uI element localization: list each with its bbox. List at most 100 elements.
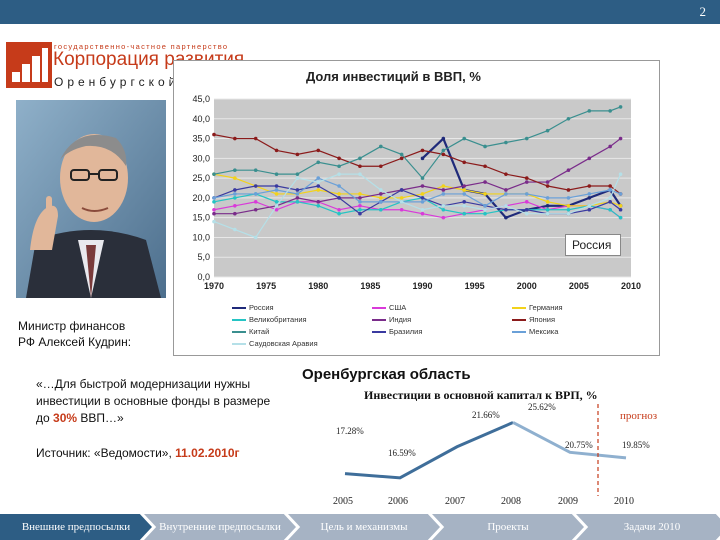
- region-x-label: 2006: [388, 496, 408, 507]
- data-point: [358, 211, 362, 216]
- nav-tab[interactable]: Внутренние предпосылки: [144, 514, 296, 540]
- data-point: [618, 105, 623, 109]
- data-point: [233, 136, 237, 141]
- legend-swatch: [232, 342, 246, 345]
- data-point: [316, 204, 321, 208]
- data-point: [274, 204, 279, 208]
- region-data-label: 25.62%: [528, 402, 556, 412]
- legend-label: Китай: [249, 327, 270, 336]
- data-point: [233, 227, 237, 232]
- data-point: [274, 148, 279, 153]
- data-point: [462, 184, 467, 188]
- data-point: [524, 192, 529, 196]
- data-point: [212, 200, 216, 204]
- legend-item: Германия: [512, 303, 563, 312]
- legend-label: США: [389, 303, 407, 312]
- legend-item: Бразилия: [372, 327, 422, 336]
- data-point: [524, 200, 529, 204]
- data-point: [420, 184, 425, 188]
- data-point: [337, 196, 341, 200]
- legend-label: Россия: [249, 303, 274, 312]
- top-bar: 2: [0, 0, 720, 24]
- data-point: [379, 164, 383, 169]
- data-point: [441, 192, 446, 196]
- legend-label: Индия: [389, 315, 412, 324]
- data-point: [545, 204, 550, 208]
- minister-photo: [16, 100, 166, 298]
- data-point: [566, 211, 571, 216]
- quote-text-2: ВВП…»: [77, 411, 124, 425]
- caption-line-1: Министр финансов: [18, 319, 126, 333]
- data-point: [618, 207, 623, 212]
- data-point: [233, 204, 237, 208]
- data-point: [212, 211, 216, 216]
- x-tick-label: 1970: [204, 281, 224, 291]
- data-point: [420, 211, 425, 216]
- data-point: [618, 192, 623, 196]
- nav-tab[interactable]: Проекты: [432, 514, 584, 540]
- data-point: [337, 207, 341, 212]
- data-point: [233, 188, 237, 192]
- data-point: [316, 180, 321, 184]
- nav-tab[interactable]: Цель и механизмы: [288, 514, 440, 540]
- data-point: [233, 196, 237, 200]
- legend-label: Мексика: [529, 327, 559, 336]
- data-point: [420, 192, 425, 196]
- data-point: [524, 136, 529, 141]
- slide-number: 2: [699, 4, 707, 19]
- gdp-investment-chart: Доля инвестиций в ВВП, % 0,0 5,0 10,0 15,0 2…: [173, 60, 660, 356]
- data-point: [358, 172, 362, 176]
- data-point: [504, 172, 508, 176]
- region-data-label: 20.75%: [565, 440, 593, 450]
- data-point: [233, 192, 237, 196]
- data-point: [483, 207, 487, 212]
- data-point: [316, 188, 321, 192]
- data-point: [399, 200, 404, 204]
- data-point: [504, 204, 508, 208]
- forecast-label: прогноз: [620, 410, 658, 422]
- legend-label: Япония: [529, 315, 556, 324]
- x-tick-label: 1990: [412, 281, 432, 291]
- y-tick-label: 40,0: [192, 114, 210, 124]
- y-tick-label: 15,0: [192, 213, 210, 223]
- legend-swatch: [232, 330, 246, 333]
- data-point: [337, 192, 341, 196]
- data-point: [587, 109, 592, 113]
- region-x-label: 2008: [501, 496, 521, 507]
- data-point: [212, 219, 216, 224]
- region-x-label: 2005: [333, 496, 353, 507]
- data-point: [212, 172, 216, 176]
- legend-item: Япония: [512, 315, 555, 324]
- data-point: [545, 128, 550, 133]
- data-point: [462, 204, 467, 208]
- region-x-label: 2010: [614, 496, 634, 507]
- data-point: [608, 196, 612, 200]
- x-tick-label: 1985: [360, 281, 380, 291]
- data-point: [608, 144, 612, 149]
- data-point: [379, 188, 383, 192]
- data-point: [379, 207, 383, 212]
- y-tick-label: 30,0: [192, 153, 210, 163]
- data-point: [316, 184, 321, 188]
- data-point: [274, 172, 279, 176]
- data-point: [379, 144, 383, 149]
- nav-tab[interactable]: Внешние предпосылки: [0, 514, 152, 540]
- data-point: [253, 207, 258, 212]
- data-point: [253, 235, 258, 240]
- data-point: [274, 200, 279, 204]
- data-point: [337, 211, 341, 216]
- data-point: [316, 176, 321, 180]
- data-point: [212, 207, 216, 212]
- data-point: [462, 211, 467, 216]
- legend-label: Германия: [529, 303, 563, 312]
- data-point: [441, 207, 446, 212]
- data-point: [274, 192, 279, 196]
- y-tick-label: 20,0: [192, 193, 210, 203]
- data-point: [420, 196, 425, 200]
- data-point: [379, 196, 383, 200]
- y-tick-label: 0,0: [197, 272, 210, 282]
- data-point: [524, 211, 529, 216]
- data-point: [420, 176, 425, 180]
- y-tick-label: 35,0: [192, 134, 210, 144]
- nav-tab[interactable]: Задачи 2010: [576, 514, 720, 540]
